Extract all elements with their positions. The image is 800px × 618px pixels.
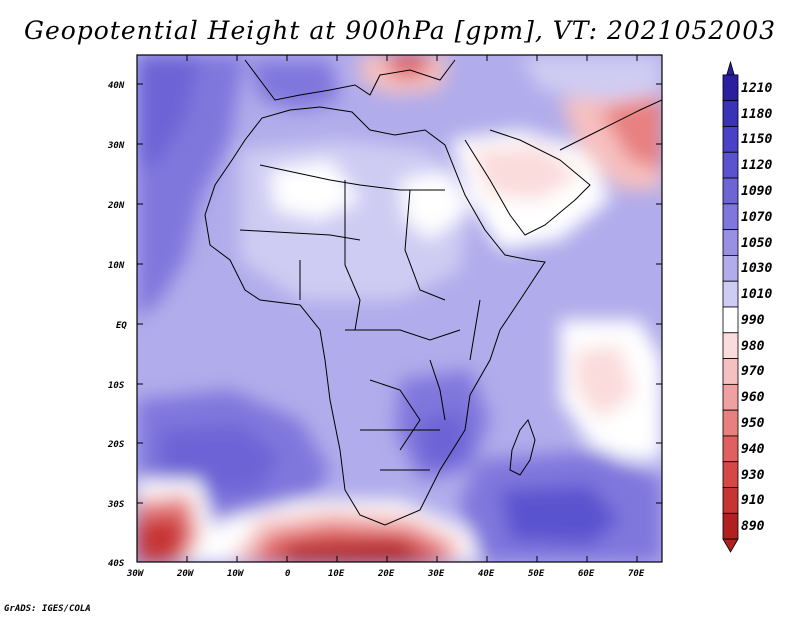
plot-frame xyxy=(136,54,663,563)
lat-label-10s: 10S xyxy=(108,381,125,391)
colorbar-label: 1150 xyxy=(741,132,773,148)
lat-label-20s: 20S xyxy=(107,440,125,450)
colorbar-label: 1050 xyxy=(741,235,773,251)
colorbar-label: 910 xyxy=(741,493,765,509)
lon-label-70e: 70E xyxy=(628,569,645,579)
geopotential-field xyxy=(137,55,662,562)
lon-label-30e: 30E xyxy=(427,569,445,579)
colorbar-swatch xyxy=(722,306,739,334)
lat-label-eq: EQ xyxy=(116,321,127,331)
colorbar-label: 930 xyxy=(741,467,765,483)
colorbar-swatch xyxy=(722,100,739,127)
colorbar-label: 890 xyxy=(741,519,765,535)
lon-label-60e: 60E xyxy=(578,569,595,579)
colorbar-label: 1180 xyxy=(741,106,773,122)
lat-label-30s: 30S xyxy=(107,500,125,510)
colorbar-label: 990 xyxy=(741,312,765,328)
map-title: Geopotential Height at 900hPa [gpm], VT:… xyxy=(23,16,777,45)
colorbar-label: 1070 xyxy=(741,209,773,225)
colorbar-swatch xyxy=(722,74,739,102)
lon-label-10w: 10W xyxy=(227,569,245,579)
lat-label-20n: 20N xyxy=(107,201,125,211)
footer-credit: GrADS: IGES/COLA xyxy=(4,604,91,614)
colorbar-swatch xyxy=(722,151,739,179)
colorbar-label: 980 xyxy=(741,338,765,354)
colorbar xyxy=(722,60,739,553)
colorbar-bottom-arrow xyxy=(722,538,739,553)
colorbar-swatch xyxy=(722,280,739,308)
lon-label-10e: 10E xyxy=(328,569,345,579)
colorbar-swatch xyxy=(722,409,739,437)
colorbar-swatch xyxy=(722,255,739,282)
lon-label-50e: 50E xyxy=(528,569,545,579)
lat-label-40s: 40S xyxy=(108,559,125,569)
colorbar-swatch xyxy=(722,126,739,153)
colorbar-swatch xyxy=(722,229,739,256)
colorbar-label: 940 xyxy=(741,441,765,457)
colorbar-swatch xyxy=(722,203,739,231)
colorbar-label: 1120 xyxy=(741,158,773,174)
colorbar-label: 950 xyxy=(741,416,765,432)
coastlines xyxy=(204,59,662,526)
lat-label-30n: 30N xyxy=(107,141,125,151)
colorbar-label: 970 xyxy=(741,364,765,380)
colorbar-swatch xyxy=(722,435,739,463)
lat-label-10n: 10N xyxy=(108,261,125,271)
lon-label-20w: 20W xyxy=(176,569,195,579)
colorbar-swatch xyxy=(722,461,739,488)
axis-ticks xyxy=(137,55,662,562)
colorbar-swatch xyxy=(722,332,739,359)
colorbar-swatch xyxy=(722,177,739,205)
colorbar-label: 1010 xyxy=(741,287,773,303)
colorbar-label: 1030 xyxy=(741,261,773,277)
colorbar-label: 960 xyxy=(741,390,765,406)
lon-label-40e: 40E xyxy=(478,569,495,579)
colorbar-swatch xyxy=(722,383,739,411)
colorbar-label: 1090 xyxy=(741,183,773,199)
lon-label-20e: 20E xyxy=(377,569,395,579)
lat-label-40n: 40N xyxy=(108,81,125,91)
colorbar-swatch xyxy=(722,512,739,540)
colorbar-swatch xyxy=(722,487,739,514)
colorbar-label: 1210 xyxy=(741,80,773,96)
lon-label-30w: 30W xyxy=(126,569,145,579)
lon-label-0: 0 xyxy=(285,569,291,579)
colorbar-swatch xyxy=(722,358,739,385)
